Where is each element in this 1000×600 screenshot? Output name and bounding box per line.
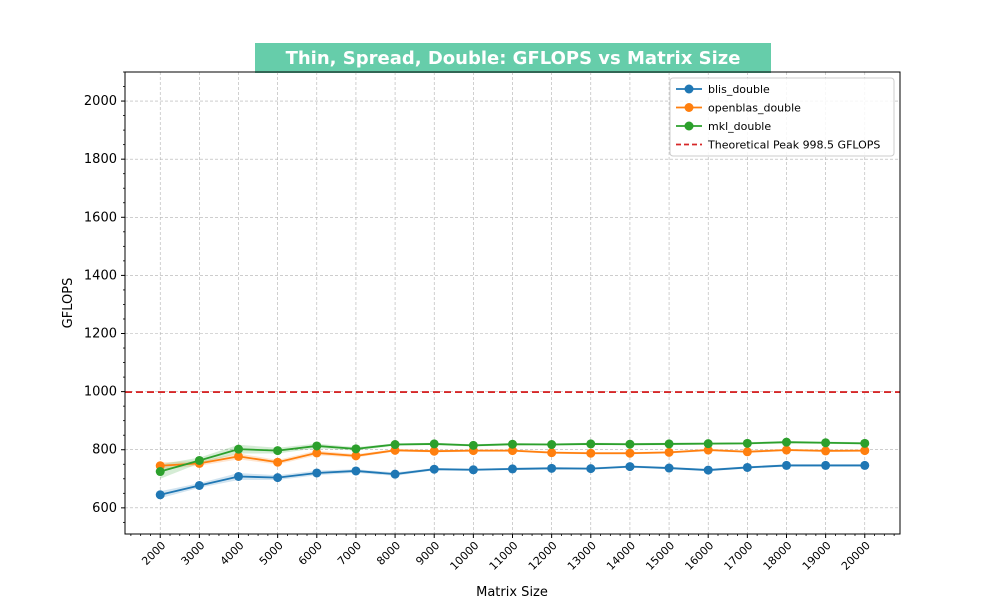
openblas_double-point [781, 445, 791, 455]
x-tick-label: 18000 [761, 539, 795, 573]
openblas_double-point [429, 446, 439, 456]
y-tick-label: 1600 [84, 210, 117, 225]
blis_double-point [586, 464, 596, 474]
mkl_double-point [351, 444, 361, 454]
blis_double-point [547, 463, 557, 473]
blis_double-point [468, 465, 478, 475]
openblas_double-point [742, 447, 752, 457]
mkl_double-point [664, 439, 674, 449]
mkl_double-point [508, 439, 517, 449]
x-tick-label: 12000 [526, 539, 560, 573]
series-lines [155, 437, 870, 500]
x-tick-label: 9000 [413, 539, 442, 568]
blis_double-point [742, 462, 752, 472]
blis_double-point [625, 462, 635, 472]
y-tick-label: 1200 [84, 327, 117, 342]
blis_double-point [860, 460, 870, 470]
openblas_double-point [234, 451, 244, 461]
x-tick-label: 16000 [682, 539, 716, 573]
mkl_double-point [468, 440, 478, 450]
title-background [255, 43, 771, 73]
legend-label: mkl_double [708, 120, 771, 133]
mkl_double-point [547, 440, 557, 450]
x-axis-label: Matrix Size [476, 585, 548, 600]
x-tick-label: 7000 [335, 539, 364, 568]
x-tick-label: 10000 [448, 539, 482, 573]
blis_double-point [429, 464, 439, 474]
legend-label: openblas_double [708, 102, 801, 115]
chart-title: Thin, Spread, Double: GFLOPS vs Matrix S… [286, 48, 741, 69]
mkl_double-point [273, 446, 283, 456]
legend-marker-openblas_double [684, 103, 694, 112]
openblas_double-point [664, 447, 674, 457]
blis_double-point [664, 463, 674, 473]
mkl_double-point [703, 439, 713, 449]
blis_double-point [273, 473, 283, 483]
x-tick-label: 4000 [218, 539, 247, 568]
openblas_double-point [586, 448, 596, 458]
y-tick-label: 1800 [84, 152, 117, 167]
mkl_double-point [821, 438, 831, 448]
x-tick-label: 2000 [139, 539, 168, 568]
blis_double-point [351, 466, 361, 476]
openblas_double-point [821, 446, 831, 456]
y-tick-label: 2000 [84, 94, 117, 109]
openblas_double-point [860, 446, 870, 456]
mkl_double-point [194, 455, 204, 465]
mkl_double-point [312, 441, 322, 451]
blis_double-point [781, 460, 791, 470]
blis_double-point [703, 465, 713, 475]
blis_double-point [508, 464, 517, 474]
mkl_double-point [234, 444, 244, 454]
y-axis-label: GFLOPS [61, 278, 76, 329]
blis_double-point [194, 480, 204, 490]
openblas_double-point [703, 445, 713, 455]
openblas_double-point [351, 451, 361, 461]
y-tick-label: 600 [92, 501, 117, 516]
legend-marker-mkl_double [684, 121, 694, 131]
x-tick-label: 3000 [178, 539, 207, 568]
mkl_double-point [586, 439, 596, 449]
x-tick-label: 8000 [374, 539, 403, 568]
blis_double-point [155, 490, 165, 500]
mkl_double-point [625, 439, 635, 449]
openblas_double-point [508, 446, 517, 456]
legend-label: blis_double [708, 83, 770, 96]
openblas_double-point [547, 448, 557, 458]
blis_double-point [234, 471, 244, 481]
openblas_double-point [273, 457, 283, 467]
y-tick-label: 800 [92, 443, 117, 458]
x-tick-label: 14000 [604, 539, 638, 573]
x-tick-label: 13000 [565, 539, 599, 573]
x-tick-label: 11000 [487, 539, 521, 573]
legend-marker-blis_double [684, 84, 694, 94]
x-tick-label: 20000 [839, 539, 873, 573]
blis_double-point [821, 460, 831, 470]
x-tick-label: 17000 [722, 539, 756, 573]
mkl_double-point [390, 440, 400, 450]
legend-frame [669, 77, 895, 157]
openblas_double-point [312, 448, 322, 458]
mkl_double-point [742, 438, 752, 448]
legend-label: Theoretical Peak 998.5 GFLOPS [707, 139, 880, 152]
mkl_double-point [781, 437, 791, 447]
y-tick-label: 1000 [84, 385, 117, 400]
mkl_double-point [429, 439, 439, 449]
mkl_double-point [155, 467, 165, 477]
blis_double-point [312, 468, 322, 478]
x-tick-label: 5000 [257, 539, 286, 568]
x-tick-label: 6000 [296, 539, 325, 568]
openblas_double-point [625, 448, 635, 458]
x-tick-label: 19000 [800, 539, 834, 573]
mkl_double-point [860, 438, 870, 448]
y-tick-label: 1400 [84, 268, 117, 283]
blis_double-point [390, 469, 400, 479]
legend: blis_double openblas_double mkl_double Theo… [669, 77, 895, 157]
x-tick-label: 15000 [643, 539, 677, 573]
